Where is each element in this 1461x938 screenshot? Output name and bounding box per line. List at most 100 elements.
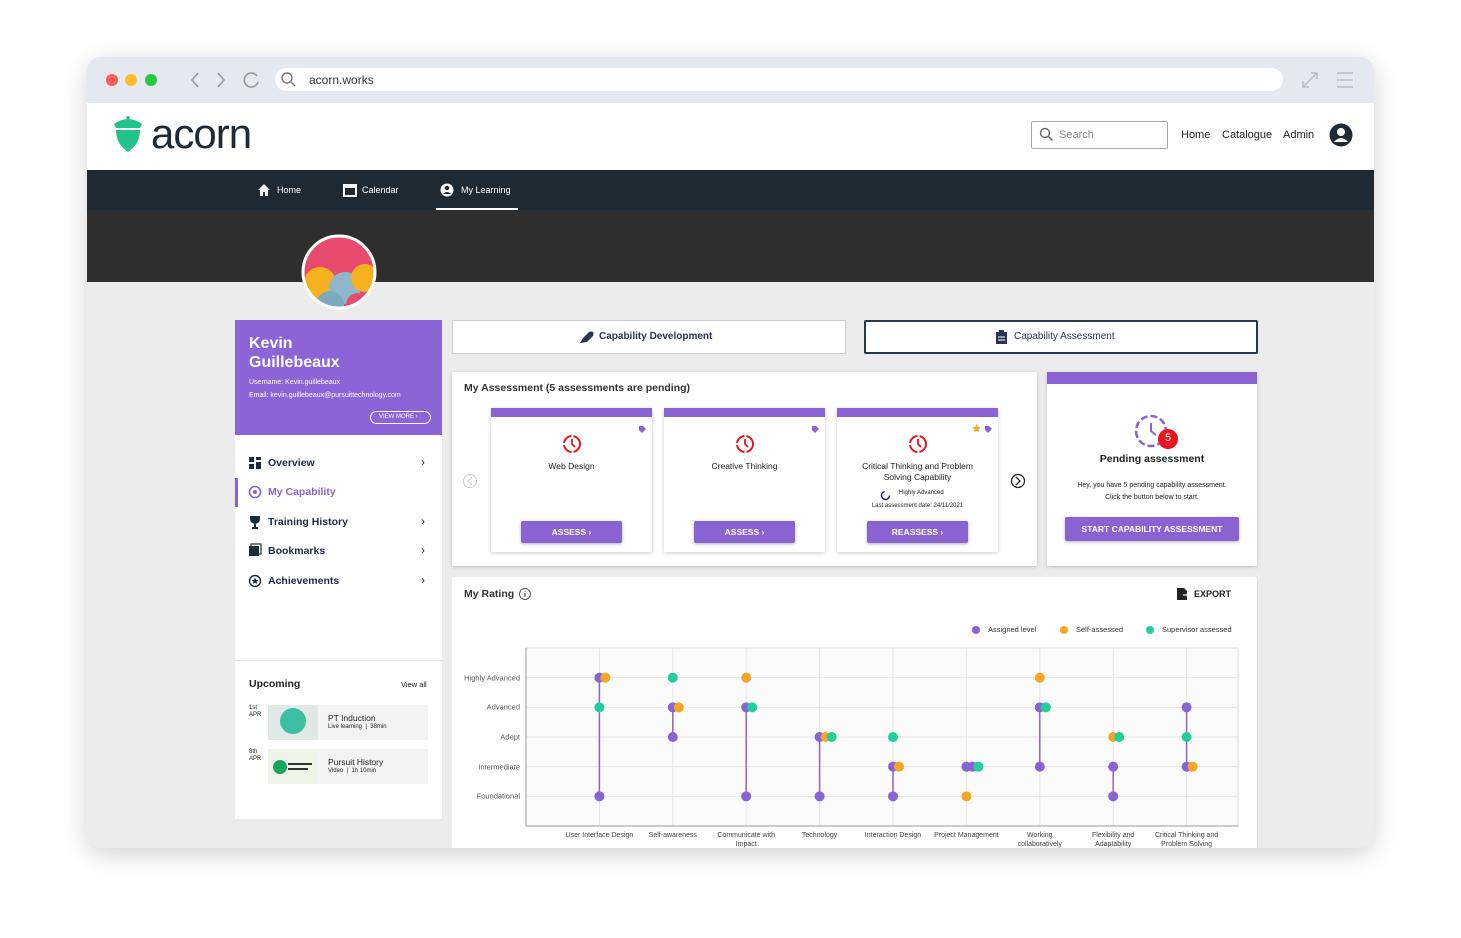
y-tick-label: Foundational	[476, 791, 520, 801]
username: Username: Kevin.guillebeaux	[249, 379, 341, 386]
panel-title: My Assessment (5 assessments are pending…	[464, 382, 691, 394]
maximize[interactable]	[145, 74, 157, 86]
month: APR	[249, 756, 262, 762]
header-link[interactable]: Home	[1181, 129, 1211, 141]
tab[interactable]	[452, 320, 846, 354]
menu-item[interactable]: My Capability	[268, 486, 336, 498]
dot	[667, 732, 678, 742]
back[interactable]	[190, 72, 199, 88]
logo-icon	[114, 116, 142, 152]
export-button[interactable]: EXPORT	[1194, 589, 1232, 599]
level-icon	[880, 488, 891, 501]
header	[87, 103, 1374, 170]
pending-icon	[1134, 414, 1178, 449]
logo[interactable]: acorn	[151, 110, 252, 157]
event-thumbnails	[268, 705, 318, 784]
y-tick-label: Advanced	[486, 702, 520, 712]
rating-clip: My Rating EXPORT Foundational Intermediat…	[452, 577, 1258, 848]
clock-icon	[907, 433, 929, 455]
menu[interactable]	[1337, 72, 1353, 88]
dot	[888, 791, 898, 802]
chevron: ›	[421, 514, 425, 528]
assess-button[interactable]: REASSESS ›	[867, 521, 968, 543]
forward[interactable]	[217, 72, 226, 88]
legend-label: Self-assessed	[1076, 625, 1124, 634]
url-icon	[281, 72, 293, 84]
event-meta: Video | 1h 10min	[328, 768, 377, 774]
view-more-label: VIEW MORE	[379, 414, 415, 420]
dot	[961, 791, 972, 802]
header-link[interactable]: Catalogue	[1222, 129, 1273, 141]
dot	[973, 761, 984, 772]
view-more[interactable]: VIEW MORE ›	[370, 411, 431, 424]
header-link[interactable]: Admin	[1283, 129, 1315, 141]
search-placeholder: Search	[1059, 129, 1094, 141]
day: 1st	[249, 705, 258, 711]
nav-item[interactable]: Calendar	[362, 185, 399, 195]
start-button[interactable]: START CAPABILITY ASSESSMENT	[1065, 517, 1239, 541]
browser-chrome: acorn.works	[106, 68, 1353, 91]
minimize[interactable]	[125, 74, 137, 86]
dot	[594, 702, 605, 713]
x-tick-label: Working collaboratively	[1017, 832, 1062, 848]
menu-item[interactable]: Training History	[268, 516, 348, 528]
account-icon[interactable]	[1329, 123, 1353, 147]
x-tick-label: Critical Thinking and Problem Solving	[1154, 832, 1219, 848]
dot	[1040, 702, 1051, 713]
x-tick-label: Flexibility and Adaptability	[1091, 832, 1135, 848]
tab-label: Capability Assessment	[1014, 331, 1115, 342]
dot	[814, 791, 825, 802]
dot	[826, 732, 837, 742]
menu-icons	[248, 457, 262, 588]
assess-button[interactable]: ASSESS ›	[694, 521, 795, 543]
dot	[1187, 761, 1198, 772]
card-date: Last assessment date: 24/11/2021	[871, 503, 964, 509]
menu-item[interactable]: Overview	[268, 457, 315, 469]
card-name: Critical Thinking and Problem Solving Ca…	[862, 461, 973, 482]
clock-icon	[734, 433, 756, 455]
legend-label: Assigned level	[988, 625, 1037, 634]
menu-item[interactable]: Achievements	[268, 575, 340, 587]
star-icon	[972, 420, 981, 433]
dot	[1181, 702, 1192, 713]
profile-name: Kevin Guillebeaux	[249, 335, 340, 371]
expand[interactable]	[1302, 72, 1318, 88]
url-bar[interactable]	[275, 68, 1283, 91]
view-all[interactable]: View all	[401, 680, 427, 689]
pending-title: Pending assessment	[1099, 453, 1205, 465]
search-box[interactable]	[1031, 121, 1168, 149]
dot	[600, 672, 611, 683]
dot	[1034, 761, 1045, 772]
url: acorn.works	[309, 73, 374, 87]
dot	[1114, 732, 1125, 742]
dot	[594, 791, 605, 802]
dot	[1108, 791, 1119, 802]
info-icon[interactable]	[518, 587, 532, 601]
legend-dot	[1146, 626, 1154, 634]
pending-text: Hey, you have 5 pending capability asses…	[1047, 480, 1257, 504]
close[interactable]	[106, 74, 118, 86]
tab-icons	[580, 330, 1007, 344]
search-icon	[1039, 127, 1053, 141]
dot	[894, 761, 904, 772]
button-label: ASSESS	[724, 527, 760, 537]
card-name: Creative Thinking	[711, 461, 778, 471]
chevron: ›	[421, 573, 425, 587]
date: 8th APR	[249, 749, 261, 763]
nav-item[interactable]: My Learning	[461, 185, 511, 195]
menu-item[interactable]: Bookmarks	[268, 545, 326, 557]
dot	[667, 672, 678, 683]
tab-active[interactable]	[864, 320, 1258, 354]
url-icon	[290, 81, 296, 87]
pending-count: 5	[1164, 432, 1172, 444]
event-meta: Live learning | 38min	[328, 724, 387, 730]
assess-button[interactable]: ASSESS ›	[521, 521, 622, 543]
pending-bar	[1047, 372, 1257, 384]
card-level: Highly Advanced	[899, 490, 944, 496]
nav-item[interactable]: Home	[277, 185, 302, 195]
card-bar	[664, 408, 825, 417]
x-tick-label: Communicate with Impact	[717, 832, 775, 848]
month: APR	[249, 712, 262, 718]
reload[interactable]	[243, 72, 259, 88]
